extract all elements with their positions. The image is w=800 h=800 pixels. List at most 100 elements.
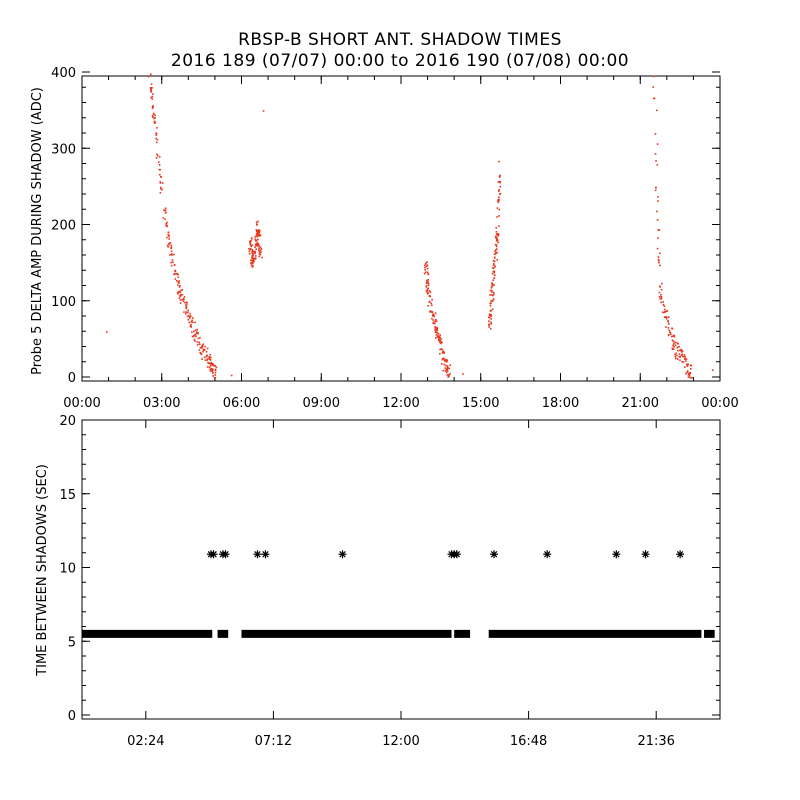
- data-point: [153, 120, 156, 123]
- data-point: [447, 367, 449, 369]
- data-point: [434, 327, 437, 329]
- data-point: [672, 344, 674, 347]
- data-point: [488, 316, 491, 319]
- data-point: [494, 249, 497, 252]
- data-point: [248, 253, 251, 255]
- data-point: [497, 181, 500, 183]
- data-point: [498, 189, 500, 191]
- data-point: [423, 272, 426, 275]
- data-point: [446, 360, 448, 363]
- data-point: [489, 305, 492, 307]
- data-point: [440, 338, 443, 340]
- data-point: [151, 105, 154, 108]
- data-point: [659, 285, 661, 288]
- data-point: [250, 262, 253, 264]
- data-point: [671, 347, 674, 349]
- data-point: [158, 168, 161, 171]
- data-point: [185, 304, 187, 306]
- data-point: [196, 341, 199, 343]
- data-point: [202, 343, 205, 346]
- data-point: [494, 266, 496, 268]
- data-point: [429, 291, 432, 294]
- data-point: [257, 243, 260, 246]
- data-point: [162, 217, 165, 219]
- data-point: [257, 244, 259, 247]
- data-point: [430, 304, 433, 307]
- data-point: [657, 196, 659, 198]
- data-point: [489, 310, 492, 312]
- data-point: [258, 252, 261, 254]
- data-point: [193, 330, 195, 333]
- data-point: [255, 239, 258, 242]
- data-point: [207, 362, 210, 365]
- data-point: [195, 332, 198, 335]
- data-point: [200, 352, 202, 355]
- data-point: [436, 327, 439, 329]
- data-point: [187, 318, 190, 321]
- data-point: [426, 291, 428, 293]
- data-point: [435, 320, 438, 322]
- data-point: [492, 270, 495, 273]
- data-point: [494, 243, 497, 246]
- data-point: [434, 337, 437, 339]
- data-point: [493, 253, 496, 256]
- data-point: [258, 253, 261, 256]
- data-point: [432, 313, 434, 315]
- asterisk-marker: [676, 550, 685, 559]
- data-point: [252, 265, 254, 267]
- data-point: [155, 132, 157, 135]
- data-point: [254, 251, 257, 253]
- data-point: [672, 340, 675, 343]
- data-point: [662, 303, 665, 306]
- data-point: [426, 289, 429, 291]
- data-point: [255, 248, 258, 250]
- data-point: [490, 302, 492, 304]
- data-point: [678, 355, 680, 358]
- data-point: [660, 297, 663, 300]
- data-point: [496, 234, 499, 236]
- data-point: [492, 259, 495, 262]
- data-point: [661, 282, 663, 285]
- bottom-x-tick-label: 12:00: [382, 734, 419, 749]
- data-point: [426, 267, 429, 270]
- data-point: [251, 248, 254, 251]
- top-plot-frame: [81, 75, 721, 382]
- data-point: [258, 245, 260, 248]
- data-point: [201, 345, 204, 348]
- data-point: [250, 239, 252, 242]
- bottom-x-tick-label: 07:12: [255, 734, 292, 749]
- data-point: [214, 371, 217, 374]
- data-point: [252, 253, 254, 255]
- data-point: [200, 353, 203, 356]
- data-point: [499, 185, 502, 188]
- data-point: [712, 369, 714, 371]
- top-y-tick-label: 100: [51, 295, 76, 310]
- data-point: [170, 264, 173, 267]
- data-point: [249, 248, 252, 250]
- data-point: [253, 250, 256, 253]
- data-point: [437, 332, 440, 335]
- data-point: [164, 209, 167, 211]
- data-point: [431, 317, 433, 320]
- data-point: [660, 293, 662, 296]
- data-point: [490, 287, 493, 289]
- data-point: [674, 344, 677, 347]
- data-point: [211, 368, 213, 370]
- data-point: [178, 280, 181, 282]
- data-point: [258, 233, 260, 236]
- data-point: [447, 376, 450, 378]
- data-point: [425, 281, 428, 284]
- data-point: [188, 321, 191, 324]
- data-point: [256, 224, 258, 226]
- data-point: [425, 285, 428, 287]
- data-point: [156, 138, 159, 141]
- data-point: [155, 137, 158, 140]
- data-point: [671, 327, 674, 330]
- data-point: [497, 200, 499, 203]
- data-point: [431, 298, 433, 301]
- data-point: [159, 191, 162, 194]
- data-point: [691, 377, 693, 379]
- data-point: [498, 190, 500, 192]
- data-point: [657, 229, 660, 231]
- data-point: [167, 234, 170, 236]
